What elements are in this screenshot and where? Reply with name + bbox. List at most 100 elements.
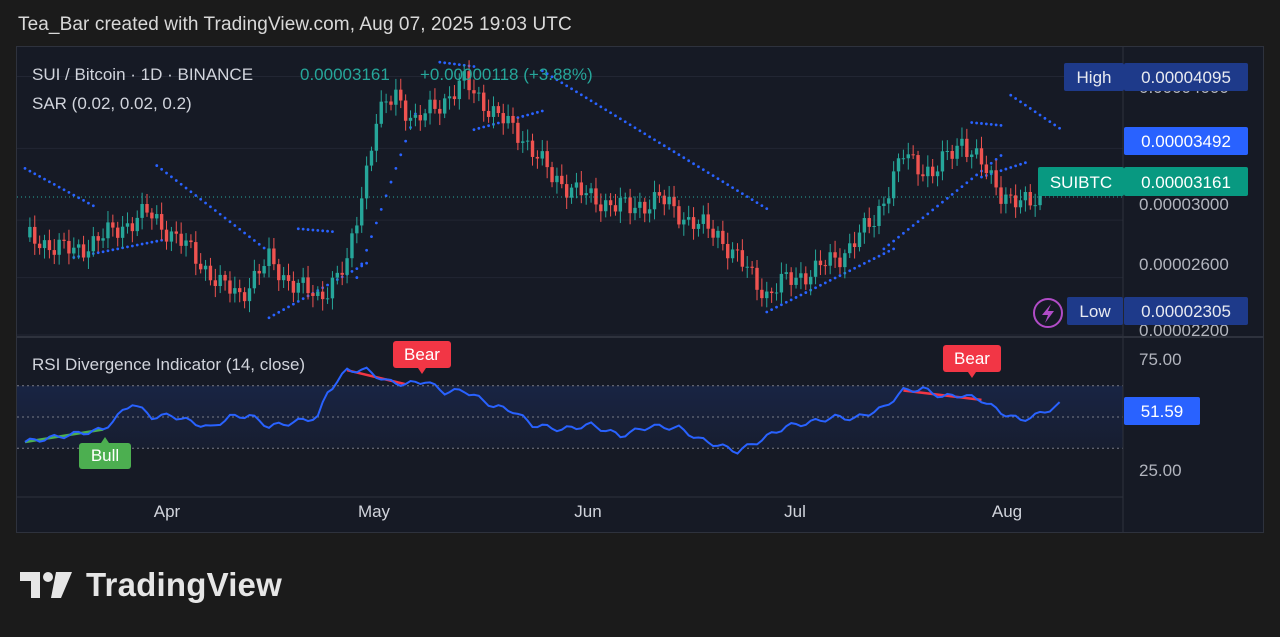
candle (989, 165, 993, 184)
tradingview-logo-icon (20, 572, 72, 598)
candle (564, 174, 569, 210)
tradingview-logo[interactable]: TradingView (20, 566, 282, 604)
sar-dot (311, 228, 315, 232)
sar-dot (331, 230, 334, 234)
sar-dot (545, 72, 549, 76)
candle (750, 261, 754, 275)
sar-dot (931, 208, 935, 212)
sar-dot (360, 262, 364, 266)
chart-svg[interactable]: Bull Bear Bear SUI / Bitcoin · 1D · BINA… (17, 47, 1263, 532)
candle (37, 235, 42, 255)
candle (940, 140, 945, 181)
candle (198, 253, 203, 274)
sar-dot (457, 63, 461, 67)
candle (638, 192, 642, 219)
candle (779, 262, 784, 304)
candle (413, 103, 418, 127)
sar-dot (614, 114, 617, 118)
candle (833, 240, 837, 268)
sar-dot (858, 264, 861, 268)
sar-dot (750, 198, 754, 202)
sar-dot (980, 175, 983, 179)
low-value: 0.00002305 (1141, 302, 1231, 321)
sar-dot (404, 139, 408, 143)
candle (399, 78, 403, 109)
candle (1004, 187, 1008, 214)
sar-dot (867, 259, 871, 263)
candle (906, 142, 910, 170)
sar-dot (799, 293, 803, 297)
sar-dot (472, 128, 476, 132)
sar-dot (540, 109, 544, 113)
candle (120, 215, 125, 249)
candle (257, 263, 261, 285)
sar-dot (384, 194, 388, 198)
sar-dot (755, 201, 759, 205)
candle (496, 102, 501, 117)
candle (418, 104, 422, 131)
sar-dot (921, 216, 925, 220)
sar-dot (804, 291, 808, 294)
candle (945, 140, 950, 161)
sar-dot (199, 197, 203, 201)
sar-dot (350, 269, 354, 273)
candle (930, 158, 935, 184)
candle (891, 161, 896, 207)
candle (569, 183, 574, 204)
chart-frame[interactable]: Bull Bear Bear SUI / Bitcoin · 1D · BINA… (16, 46, 1264, 533)
candle (848, 233, 852, 259)
sar-dot (160, 167, 164, 171)
candle (111, 214, 115, 237)
candle (340, 261, 344, 286)
sar-dot (570, 87, 573, 91)
sar-dot (106, 249, 110, 253)
sar-dots (23, 60, 1061, 320)
candle (350, 228, 354, 268)
candle (482, 84, 486, 122)
sar-dot (228, 220, 232, 224)
sar-dot (443, 61, 447, 65)
candle (91, 226, 96, 257)
candle (316, 286, 320, 301)
time-label-aug: Aug (992, 502, 1022, 521)
candle (696, 219, 701, 237)
legend-last-value: 0.00003161 (300, 65, 390, 84)
candle (555, 167, 559, 194)
sar-dot (877, 254, 881, 258)
low-label: Low (1079, 302, 1111, 321)
candle (916, 150, 920, 186)
sar-dot (950, 193, 954, 196)
sar-dot (765, 310, 769, 314)
sar-dot (892, 239, 896, 243)
legend-sar[interactable]: SAR (0.02, 0.02, 0.2) (32, 94, 192, 113)
candle (628, 188, 632, 225)
candle (486, 99, 491, 123)
sar-dot (91, 204, 95, 208)
candle (72, 237, 76, 260)
legend-symbol[interactable]: SUI / Bitcoin · 1D · BINANCE (32, 65, 253, 84)
sar-dot (223, 216, 227, 220)
sar-dot (370, 235, 373, 239)
candle (550, 161, 554, 188)
candle (999, 176, 1003, 214)
sar-dot (526, 113, 530, 117)
candle (228, 271, 232, 303)
candle (96, 232, 100, 252)
sar-dot (355, 267, 359, 271)
candle (667, 186, 671, 210)
legend-rsi[interactable]: RSI Divergence Indicator (14, close) (32, 355, 305, 374)
candle (633, 196, 637, 221)
sar-dot (292, 302, 295, 306)
candle (857, 224, 862, 252)
candle (467, 60, 471, 100)
candle (67, 229, 71, 265)
bull-label: Bull (79, 437, 131, 469)
sar-dot (789, 298, 793, 302)
alert-icon[interactable] (1033, 298, 1063, 328)
sar-dot (975, 121, 978, 125)
sar-dot (1014, 164, 1018, 168)
sar-dot (906, 228, 910, 231)
candle (106, 211, 110, 249)
candle (457, 73, 462, 110)
sar-dot (179, 182, 183, 186)
